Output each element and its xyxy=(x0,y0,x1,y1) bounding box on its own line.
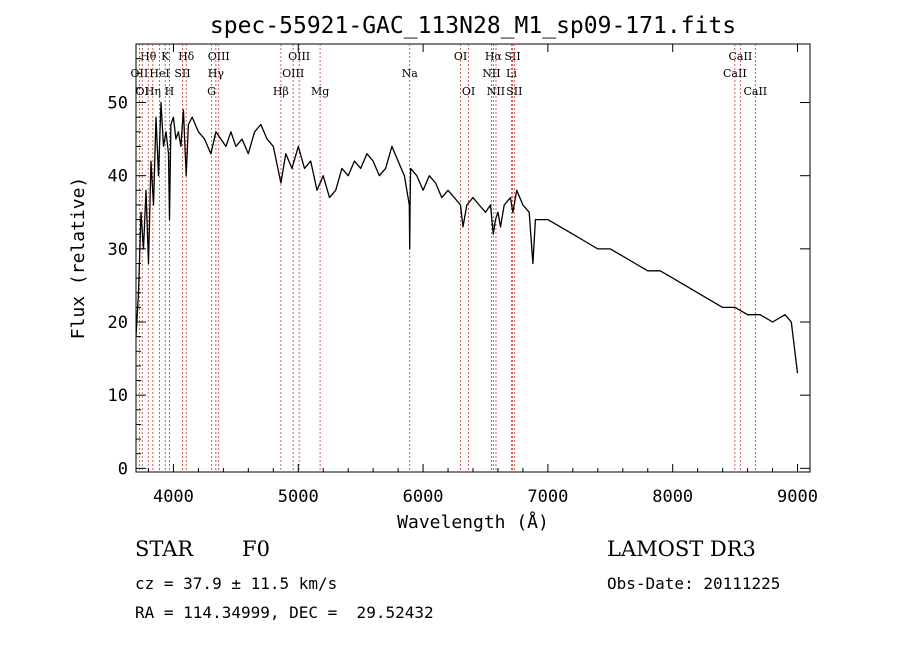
x-tick-label: 9000 xyxy=(777,487,818,507)
spectral-line-label: Hγ xyxy=(208,67,225,80)
spectral-line-label: Hη xyxy=(145,85,161,98)
y-tick-label: 40 xyxy=(108,167,128,187)
chart-title: spec-55921-GAC_113N28_M1_sp09-171.fits xyxy=(210,13,736,39)
x-tick-label: 4000 xyxy=(153,487,194,507)
spectral-line-label: Hβ xyxy=(273,85,289,98)
spectral-line-label: CaII xyxy=(723,67,747,80)
redshift-text: cz = 37.9 ± 11.5 km/s xyxy=(135,574,338,593)
spectral-line-label: HeI xyxy=(149,67,169,80)
y-tick-label: 20 xyxy=(108,313,128,333)
coordinates-text: RA = 114.34999, DEC = 29.52432 xyxy=(135,603,434,622)
spectral-line-label: OIII xyxy=(288,50,310,63)
spectral-line-label: H xyxy=(165,85,175,98)
y-tick-label: 10 xyxy=(108,386,128,406)
spectral-line-label: NII xyxy=(487,85,505,98)
spectral-line-label: SII xyxy=(174,67,190,80)
object-class: STAR xyxy=(135,537,194,561)
spectral-line-label: NII xyxy=(482,67,500,80)
spectral-line-label: OI xyxy=(462,85,475,98)
x-axis-label: Wavelength (Å) xyxy=(397,511,549,533)
spectral-line-label: Hδ xyxy=(178,50,195,63)
spectral-line-label: K xyxy=(161,50,170,63)
spectral-line-label: OIII xyxy=(282,67,304,80)
spectral-line-label: OIII xyxy=(208,50,230,63)
spectral-line-label: Li xyxy=(506,67,517,80)
x-tick-label: 7000 xyxy=(527,487,568,507)
y-axis-label: Flux (relative) xyxy=(68,177,89,340)
spectral-line-label: SII xyxy=(506,85,522,98)
spectral-line-label: G xyxy=(207,85,216,98)
spectral-line-label: Hα xyxy=(485,50,503,63)
survey-label: LAMOST DR3 xyxy=(607,537,756,561)
y-tick-label: 0 xyxy=(118,459,128,479)
spectral-line-label: Na xyxy=(402,67,419,80)
x-tick-label: 8000 xyxy=(652,487,693,507)
x-tick-label: 5000 xyxy=(278,487,319,507)
y-tick-label: 30 xyxy=(108,240,128,260)
spectral-line-label: CaII xyxy=(743,85,767,98)
obs-date-text: Obs-Date: 20111225 xyxy=(607,574,781,593)
spectral-line-label: CaII xyxy=(729,50,753,63)
spectral-line-label: OI xyxy=(454,50,467,63)
spectral-line-label: Mg xyxy=(311,85,329,98)
y-tick-label: 50 xyxy=(108,94,128,114)
spectral-line-label: SII xyxy=(504,50,520,63)
x-tick-label: 6000 xyxy=(403,487,444,507)
plot-frame xyxy=(135,43,811,473)
spectrum-line xyxy=(135,101,799,374)
spectral-subclass: F0 xyxy=(242,537,270,561)
